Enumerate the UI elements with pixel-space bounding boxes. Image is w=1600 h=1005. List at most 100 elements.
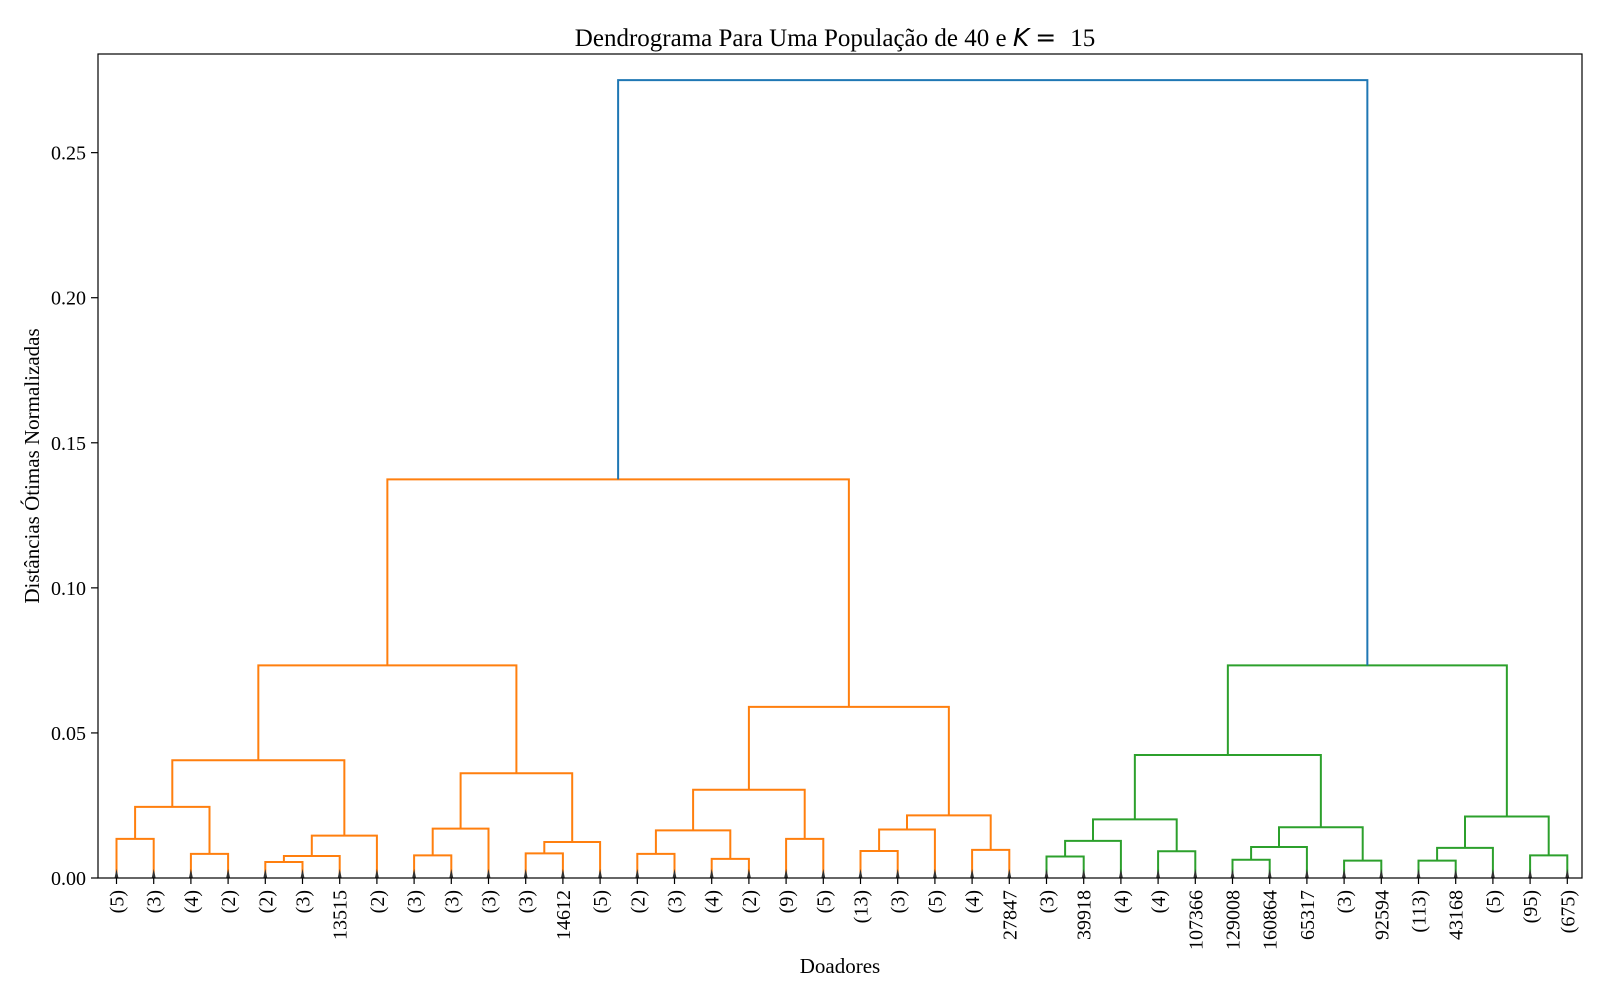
link-19 — [878, 828, 936, 878]
link-32 — [1133, 753, 1322, 828]
leaf-marker-23 — [970, 869, 975, 878]
link-36 — [1464, 815, 1550, 856]
link-6 — [171, 759, 346, 836]
leaf-marker-1 — [151, 869, 156, 878]
leaf-label: 27847 — [999, 890, 1021, 940]
leaf-marker-2 — [188, 869, 193, 878]
leaf-label: (2) — [218, 890, 240, 913]
leaf-marker-15 — [672, 869, 677, 878]
leaf-marker-34 — [1379, 869, 1384, 878]
leaf-label: (2) — [739, 890, 761, 913]
link-37 — [1226, 664, 1508, 817]
leaf-label: (2) — [255, 890, 277, 913]
leaf-label: (5) — [813, 890, 835, 913]
leaf-label: (675) — [1557, 890, 1579, 933]
leaf-label: (3) — [144, 890, 166, 913]
link-20 — [971, 848, 1011, 878]
leaf-label: 14612 — [553, 890, 575, 940]
leaf-marker-17 — [746, 869, 751, 878]
leaf-marker-11 — [523, 869, 528, 878]
link-38 — [617, 79, 1369, 666]
leaf-label: (3) — [293, 890, 315, 913]
leaf-label: (4) — [962, 890, 984, 913]
link-10 — [543, 841, 602, 878]
link-33 — [1417, 859, 1457, 878]
leaf-marker-19 — [821, 869, 826, 878]
link-17 — [692, 788, 806, 839]
leaf-marker-38 — [1528, 869, 1533, 878]
link-23 — [386, 478, 850, 707]
x-axis-label: Doadores — [800, 954, 880, 978]
leaf-marker-7 — [374, 869, 379, 878]
leaf-marker-25 — [1044, 869, 1049, 878]
leaf-marker-35 — [1416, 869, 1421, 878]
leaf-label: 129008 — [1223, 890, 1245, 950]
leaf-marker-39 — [1565, 869, 1570, 878]
leaf-marker-16 — [709, 869, 714, 878]
link-11 — [459, 772, 574, 843]
leaf-marker-21 — [895, 869, 900, 878]
y-tick-label: 0.25 — [51, 143, 86, 165]
link-30 — [1343, 859, 1383, 878]
leaf-marker-13 — [598, 869, 603, 878]
y-axis-label: Distâncias Ótimas Normalizadas — [20, 328, 44, 603]
leaf-marker-5 — [300, 869, 305, 878]
leaf-label: 39918 — [1074, 890, 1096, 940]
link-14 — [710, 857, 750, 878]
leaf-marker-36 — [1453, 869, 1458, 878]
leaf-label: (4) — [1111, 890, 1133, 913]
leaf-label: 107366 — [1185, 890, 1207, 950]
leaf-label: (3) — [665, 890, 687, 913]
link-2 — [134, 805, 211, 854]
leaf-label: (5) — [107, 890, 129, 913]
link-18 — [859, 850, 899, 878]
leaf-marker-30 — [1230, 869, 1235, 878]
leaf-marker-12 — [560, 869, 565, 878]
chart-title-k: K — [1013, 23, 1032, 52]
y-tick-label: 0.20 — [51, 288, 86, 310]
link-4 — [282, 854, 341, 878]
link-13 — [636, 852, 676, 878]
leaf-marker-32 — [1304, 869, 1309, 878]
leaf-marker-31 — [1267, 869, 1272, 878]
leaf-marker-28 — [1156, 869, 1161, 878]
leaf-marker-9 — [449, 869, 454, 878]
y-tick-label: 0.10 — [51, 578, 86, 600]
leaf-label: 160864 — [1260, 890, 1282, 950]
leaf-label: (13) — [851, 890, 873, 923]
leaf-label: (2) — [367, 890, 389, 913]
link-35 — [1529, 854, 1569, 878]
leaf-label: (3) — [888, 890, 910, 913]
leaf-label: 92594 — [1371, 890, 1393, 940]
link-9 — [524, 852, 564, 878]
link-27 — [1092, 818, 1178, 852]
link-3 — [264, 861, 304, 878]
plot-frame — [97, 53, 1583, 879]
leaf-label: (3) — [1037, 890, 1059, 913]
leaf-label: (4) — [181, 890, 203, 913]
leaf-marker-37 — [1490, 869, 1495, 878]
link-24 — [1045, 855, 1085, 878]
leaf-marker-27 — [1118, 869, 1123, 878]
leaf-label: (3) — [516, 890, 538, 913]
link-22 — [747, 705, 950, 816]
leaf-label: (95) — [1520, 890, 1542, 923]
leaf-label: (5) — [925, 890, 947, 913]
y-tick-label: 0.05 — [51, 723, 86, 745]
link-1 — [189, 852, 230, 878]
leaf-marker-20 — [858, 869, 863, 878]
link-21 — [906, 814, 992, 850]
leaf-label: (4) — [702, 890, 724, 913]
leaf-label: 43168 — [1446, 890, 1468, 940]
link-12 — [257, 664, 518, 774]
link-8 — [431, 827, 490, 878]
leaf-label: 65317 — [1297, 890, 1319, 940]
link-0 — [115, 837, 155, 878]
leaf-marker-6 — [337, 869, 342, 878]
chart-title-eq: = — [1035, 23, 1056, 52]
link-31 — [1278, 826, 1364, 861]
chart-title: Dendrograma Para Uma População de 40 e K… — [575, 23, 1095, 52]
leaf-marker-0 — [114, 869, 119, 878]
